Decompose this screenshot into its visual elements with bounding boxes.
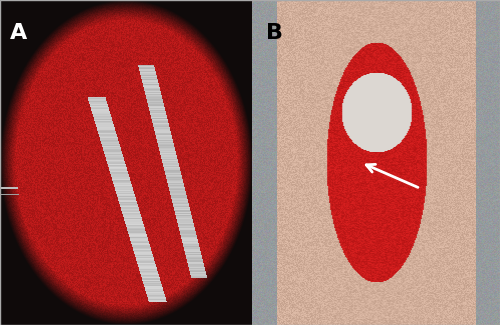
Text: B: B [266, 23, 283, 43]
Text: A: A [10, 23, 28, 43]
